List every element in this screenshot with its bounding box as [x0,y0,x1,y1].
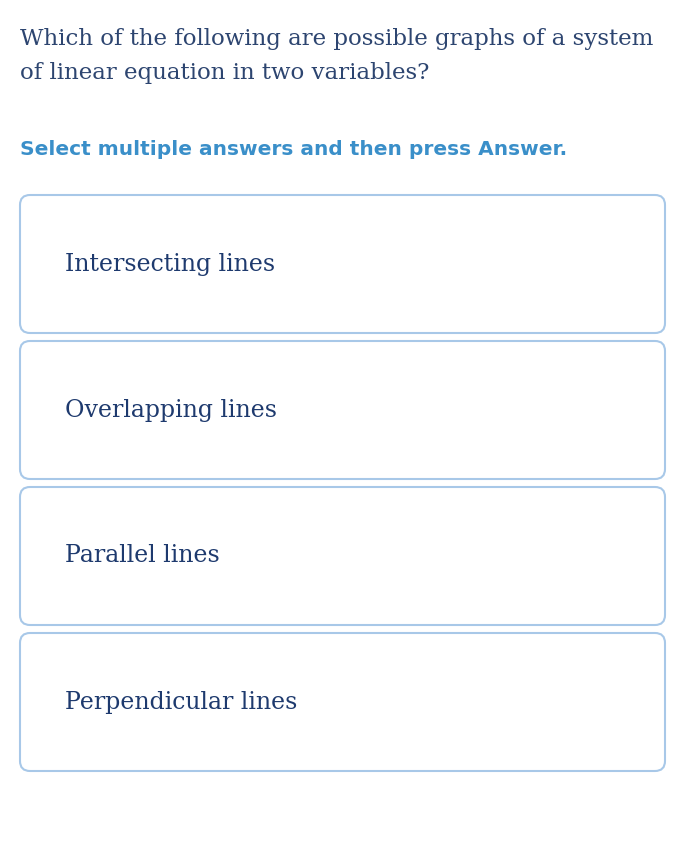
Text: Select multiple answers and then press Answer.: Select multiple answers and then press A… [20,140,567,159]
Text: Parallel lines: Parallel lines [65,545,220,568]
Text: Intersecting lines: Intersecting lines [65,252,275,275]
Text: of linear equation in two variables?: of linear equation in two variables? [20,62,429,84]
FancyBboxPatch shape [20,633,665,771]
Text: Overlapping lines: Overlapping lines [65,398,277,422]
Text: Which of the following are possible graphs of a system: Which of the following are possible grap… [20,28,653,50]
FancyBboxPatch shape [20,487,665,625]
FancyBboxPatch shape [20,341,665,479]
Text: Perpendicular lines: Perpendicular lines [65,691,297,714]
FancyBboxPatch shape [20,195,665,333]
